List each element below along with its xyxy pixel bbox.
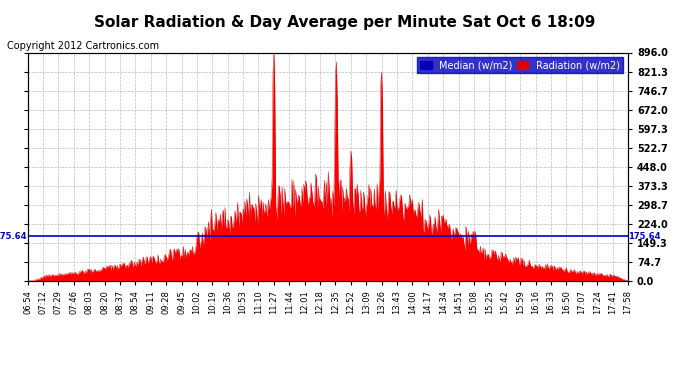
Text: Solar Radiation & Day Average per Minute Sat Oct 6 18:09: Solar Radiation & Day Average per Minute…: [95, 15, 595, 30]
Text: 175.64: 175.64: [629, 232, 661, 241]
Text: 175.64: 175.64: [0, 232, 27, 241]
Legend: Median (w/m2), Radiation (w/m2): Median (w/m2), Radiation (w/m2): [417, 57, 623, 73]
Text: Copyright 2012 Cartronics.com: Copyright 2012 Cartronics.com: [7, 41, 159, 51]
